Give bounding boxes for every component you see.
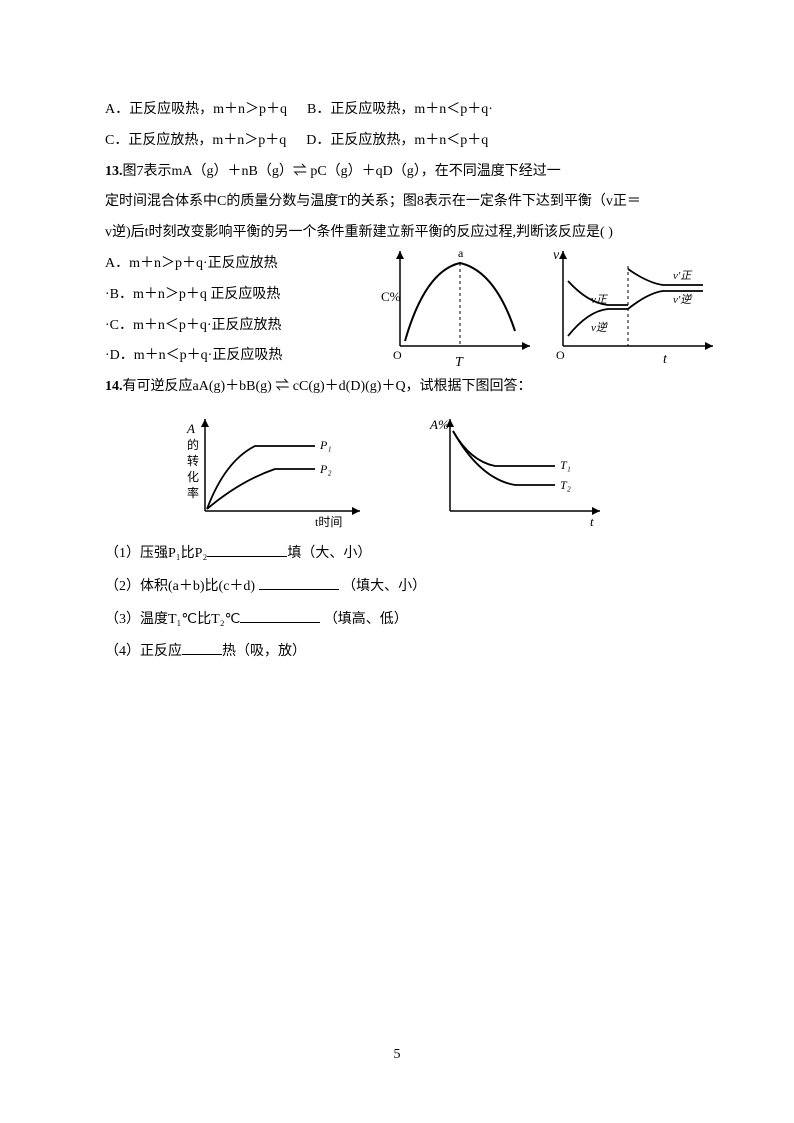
opt-c: C．正反应放热，m＋n＞p＋q	[105, 126, 286, 157]
q14-num: 14.	[105, 379, 123, 394]
q13-options: A．m＋n＞p＋q·正反应放热 ·B．m＋n＞p＋q 正反应吸热 ·C．m＋n＜…	[105, 249, 365, 372]
page-content: A．正反应吸热，m＋n＞p＋q B．正反应吸热，m＋n＜p＋q· C．正反应放热…	[0, 0, 794, 668]
q14-sub3b: （填高、低）	[324, 612, 408, 627]
fig14a-yl1: A	[186, 421, 195, 436]
q12-options-row1: A．正反应吸热，m＋n＞p＋q B．正反应吸热，m＋n＜p＋q·	[105, 95, 704, 126]
q14-sub2: （2）体积(a＋b)比(c＋d) （填大、小）	[105, 572, 704, 603]
blank-3	[240, 608, 320, 623]
fig8-xlabel: t	[663, 352, 668, 367]
q14-sub3: （3）温度T₁℃比T₂℃ （填高、低）	[105, 605, 704, 636]
q13-body: A．m＋n＞p＋q·正反应放热 ·B．m＋n＞p＋q 正反应吸热 ·C．m＋n＜…	[105, 249, 704, 372]
svg-text:O: O	[393, 348, 402, 362]
blank-1	[207, 542, 287, 557]
figure-7: a C% O T	[375, 241, 535, 371]
figure-14a: P₁ P₂ A 的 转 化 率 t时间	[165, 411, 365, 531]
q14-sub1b: P₁比P₂	[168, 546, 207, 561]
blank-2	[259, 575, 339, 590]
q13-optB: ·B．m＋n＞p＋q 正反应吸热	[105, 280, 365, 311]
q13-optC: ·C．m＋n＜p＋q·正反应放热	[105, 311, 365, 342]
fig8-vrev: v逆	[591, 321, 609, 334]
q14-stem: 有可逆反应aA(g)＋bB(g) ⇌ cC(g)＋d(D)(g)＋Q，试根据下图…	[123, 379, 532, 394]
q14-sub1c: 填（大、小）	[287, 546, 371, 561]
q13-stem2: 定时间混合体系中C的质量分数与温度T的关系；图8表示在一定条件下达到平衡（v正＝	[105, 187, 704, 218]
q13-optA: A．m＋n＞p＋q·正反应放热	[105, 249, 365, 280]
q14-sub2a: （2）体积(a＋b)比(c＋d)	[105, 579, 255, 594]
fig14a-yl4: 化	[187, 470, 199, 484]
fig7-xlabel: T	[455, 355, 464, 370]
q13-optD: ·D．m＋n＜p＋q·正反应吸热	[105, 341, 365, 372]
figure-8: v v正 v逆 v'正 v'逆 O t	[543, 241, 718, 371]
q14-subitems: （1）压强P₁比P₂ 填（大、小） （2）体积(a＋b)比(c＋d) （填大、小）…	[105, 539, 704, 668]
q12-options-row2: C．正反应放热，m＋n＞p＋q D．正反应放热，m＋n＜p＋q	[105, 126, 704, 157]
q13-figures: a C% O T v v正 v逆 v'正	[375, 241, 718, 371]
fig14b-ylabel: A%	[429, 417, 449, 432]
fig14a-xlabel: t时间	[315, 515, 342, 529]
fig8-vfwd2: v'正	[673, 270, 693, 282]
figure-14b: T₁ T₂ A% t	[425, 411, 605, 531]
q13: 13.图7表示mA（g）＋nB（g）⇌ pC（g）＋qD（g），在不同温度下经过…	[105, 157, 704, 188]
blank-4	[182, 640, 222, 655]
q14: 14.有可逆反应aA(g)＋bB(g) ⇌ cC(g)＋d(D)(g)＋Q，试根…	[105, 372, 704, 403]
fig14b-t2: T₂	[560, 478, 571, 492]
q13-stem1: 图7表示mA（g）＋nB（g）⇌ pC（g）＋qD（g），在不同温度下经过一	[123, 164, 561, 179]
fig14b-t1: T₁	[560, 458, 571, 472]
q13-num: 13.	[105, 164, 123, 179]
q14-sub4a: （4）正反应	[105, 644, 182, 659]
fig8-vrev2: v'逆	[673, 293, 693, 306]
fig14a-yl5: 率	[187, 485, 199, 500]
q14-figures: P₁ P₂ A 的 转 化 率 t时间 T₁ T₂ A% t	[165, 411, 704, 531]
q14-sub2b: （填大、小）	[342, 579, 426, 594]
fig14a-yl3: 转	[187, 453, 199, 468]
q14-sub1: （1）压强P₁比P₂ 填（大、小）	[105, 539, 704, 570]
svg-text:O: O	[556, 348, 565, 362]
fig14a-p2: P₂	[319, 462, 332, 476]
q14-sub4: （4）正反应 热（吸，放）	[105, 637, 704, 668]
opt-a: A．正反应吸热，m＋n＞p＋q	[105, 95, 287, 126]
fig7-peak: a	[458, 246, 464, 260]
fig14a-p1: P₁	[319, 438, 332, 452]
q14-sub4b: 热（吸，放）	[222, 644, 306, 659]
fig14a-yl2: 的	[187, 437, 199, 452]
opt-d: D．正反应放热，m＋n＜p＋q	[306, 126, 488, 157]
q14-sub3a: （3）温度T₁℃比T₂℃	[105, 612, 240, 627]
fig7-ylabel: C%	[381, 289, 401, 304]
fig8-vfwd: v正	[591, 294, 609, 306]
opt-b: B．正反应吸热，m＋n＜p＋q·	[307, 95, 493, 126]
q14-sub1a: （1）压强	[105, 546, 168, 561]
fig8-ylabel: v	[553, 248, 560, 263]
page-number: 5	[0, 1047, 794, 1063]
fig14b-xlabel: t	[590, 514, 594, 529]
